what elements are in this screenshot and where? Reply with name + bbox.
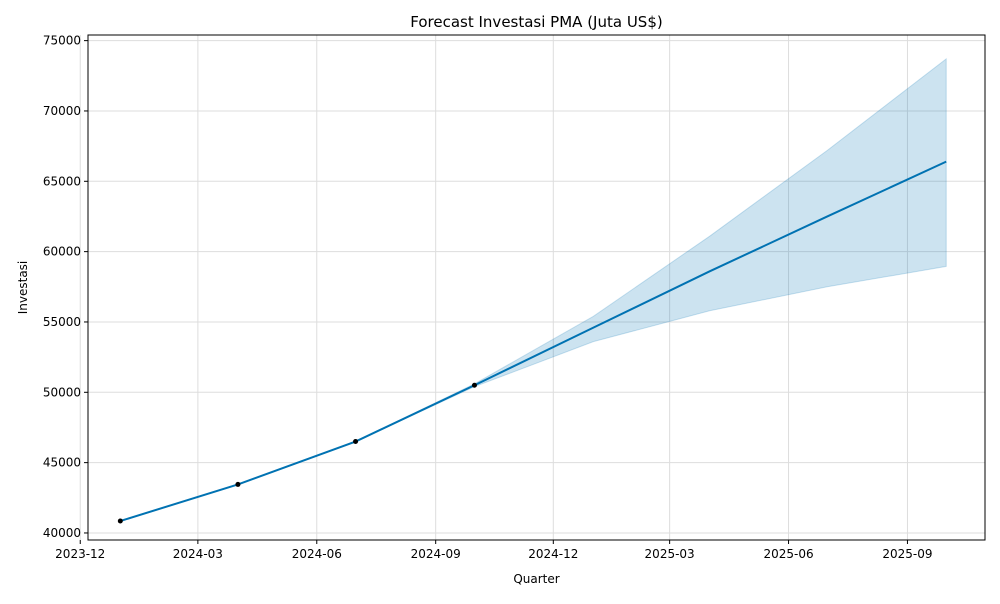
x-tick-label: 2024-09: [411, 547, 461, 561]
chart-title: Forecast Investasi PMA (Juta US$): [410, 13, 662, 31]
y-tick-label: 70000: [43, 104, 81, 118]
axis-ticks: 2023-12 2024-03 2024-06 2024-09 2024-12 2025-…: [43, 34, 933, 561]
x-tick-label: 2024-03: [173, 547, 223, 561]
forecast-line: [120, 160, 947, 522]
y-tick-label: 55000: [43, 315, 81, 329]
x-axis-label: Quarter: [513, 572, 559, 586]
x-tick-label: 2025-06: [763, 547, 813, 561]
y-axis-label: Investasi: [16, 261, 30, 315]
observed-point: [235, 481, 241, 487]
y-tick-label: 60000: [43, 245, 81, 259]
observed-point: [471, 382, 477, 388]
x-tick-label: 2025-09: [882, 547, 932, 561]
y-tick-label: 40000: [43, 526, 81, 540]
grid: [79, 35, 985, 540]
observed-point: [117, 518, 123, 524]
y-tick-label: 75000: [43, 34, 81, 48]
observed-point: [353, 439, 359, 445]
forecast-line-layer: [120, 160, 947, 522]
y-tick-label: 50000: [43, 385, 81, 399]
x-tick-label: 2024-06: [292, 547, 342, 561]
plot-frame: [87, 34, 986, 541]
x-tick-label: 2025-03: [645, 547, 695, 561]
x-tick-label: 2024-12: [528, 547, 578, 561]
y-tick-label: 65000: [43, 174, 81, 188]
y-tick-label: 45000: [43, 456, 81, 470]
x-tick-label: 2023-12: [55, 547, 105, 561]
observed-points-layer: [117, 382, 477, 524]
